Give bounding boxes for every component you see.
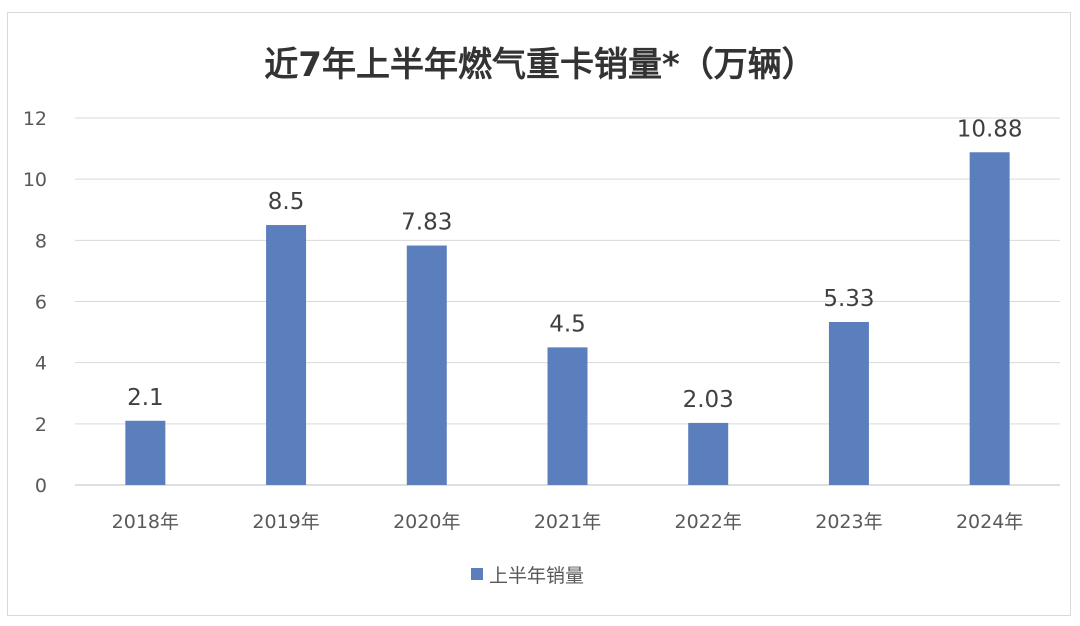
data-label: 2.03 [683, 387, 734, 413]
y-tick-label: 4 [35, 353, 47, 375]
y-tick-label: 12 [23, 108, 47, 130]
bar-2024年 [969, 152, 1010, 485]
y-tick-label: 10 [23, 169, 47, 191]
legend-swatch [471, 568, 483, 580]
data-label: 8.5 [268, 189, 305, 215]
data-label: 2.1 [127, 385, 164, 411]
data-label: 7.83 [401, 210, 452, 236]
data-label: 10.88 [957, 116, 1023, 142]
bar-2019年 [266, 225, 307, 485]
data-label: 5.33 [823, 286, 874, 312]
data-label: 4.5 [549, 311, 586, 337]
y-tick-label: 6 [35, 292, 47, 314]
legend-label: 上半年销量 [489, 565, 584, 587]
y-tick-label: 2 [35, 414, 47, 436]
x-tick-label: 2018年 [112, 511, 179, 533]
x-tick-label: 2022年 [675, 511, 742, 533]
x-tick-label: 2020年 [393, 511, 460, 533]
y-tick-label: 8 [35, 230, 47, 252]
bar-2020年 [406, 245, 447, 485]
bar-2023年 [828, 321, 869, 485]
chart-frame [7, 12, 1071, 616]
x-tick-label: 2021年 [534, 511, 601, 533]
x-tick-label: 2024年 [956, 511, 1023, 533]
bar-2021年 [547, 347, 588, 485]
x-tick-label: 2019年 [252, 511, 319, 533]
bar-2022年 [688, 422, 729, 485]
y-tick-label: 0 [35, 475, 47, 497]
x-tick-label: 2023年 [815, 511, 882, 533]
chart-title: 近7年上半年燃气重卡销量*（万辆） [264, 45, 815, 85]
bar-2018年 [125, 420, 166, 485]
